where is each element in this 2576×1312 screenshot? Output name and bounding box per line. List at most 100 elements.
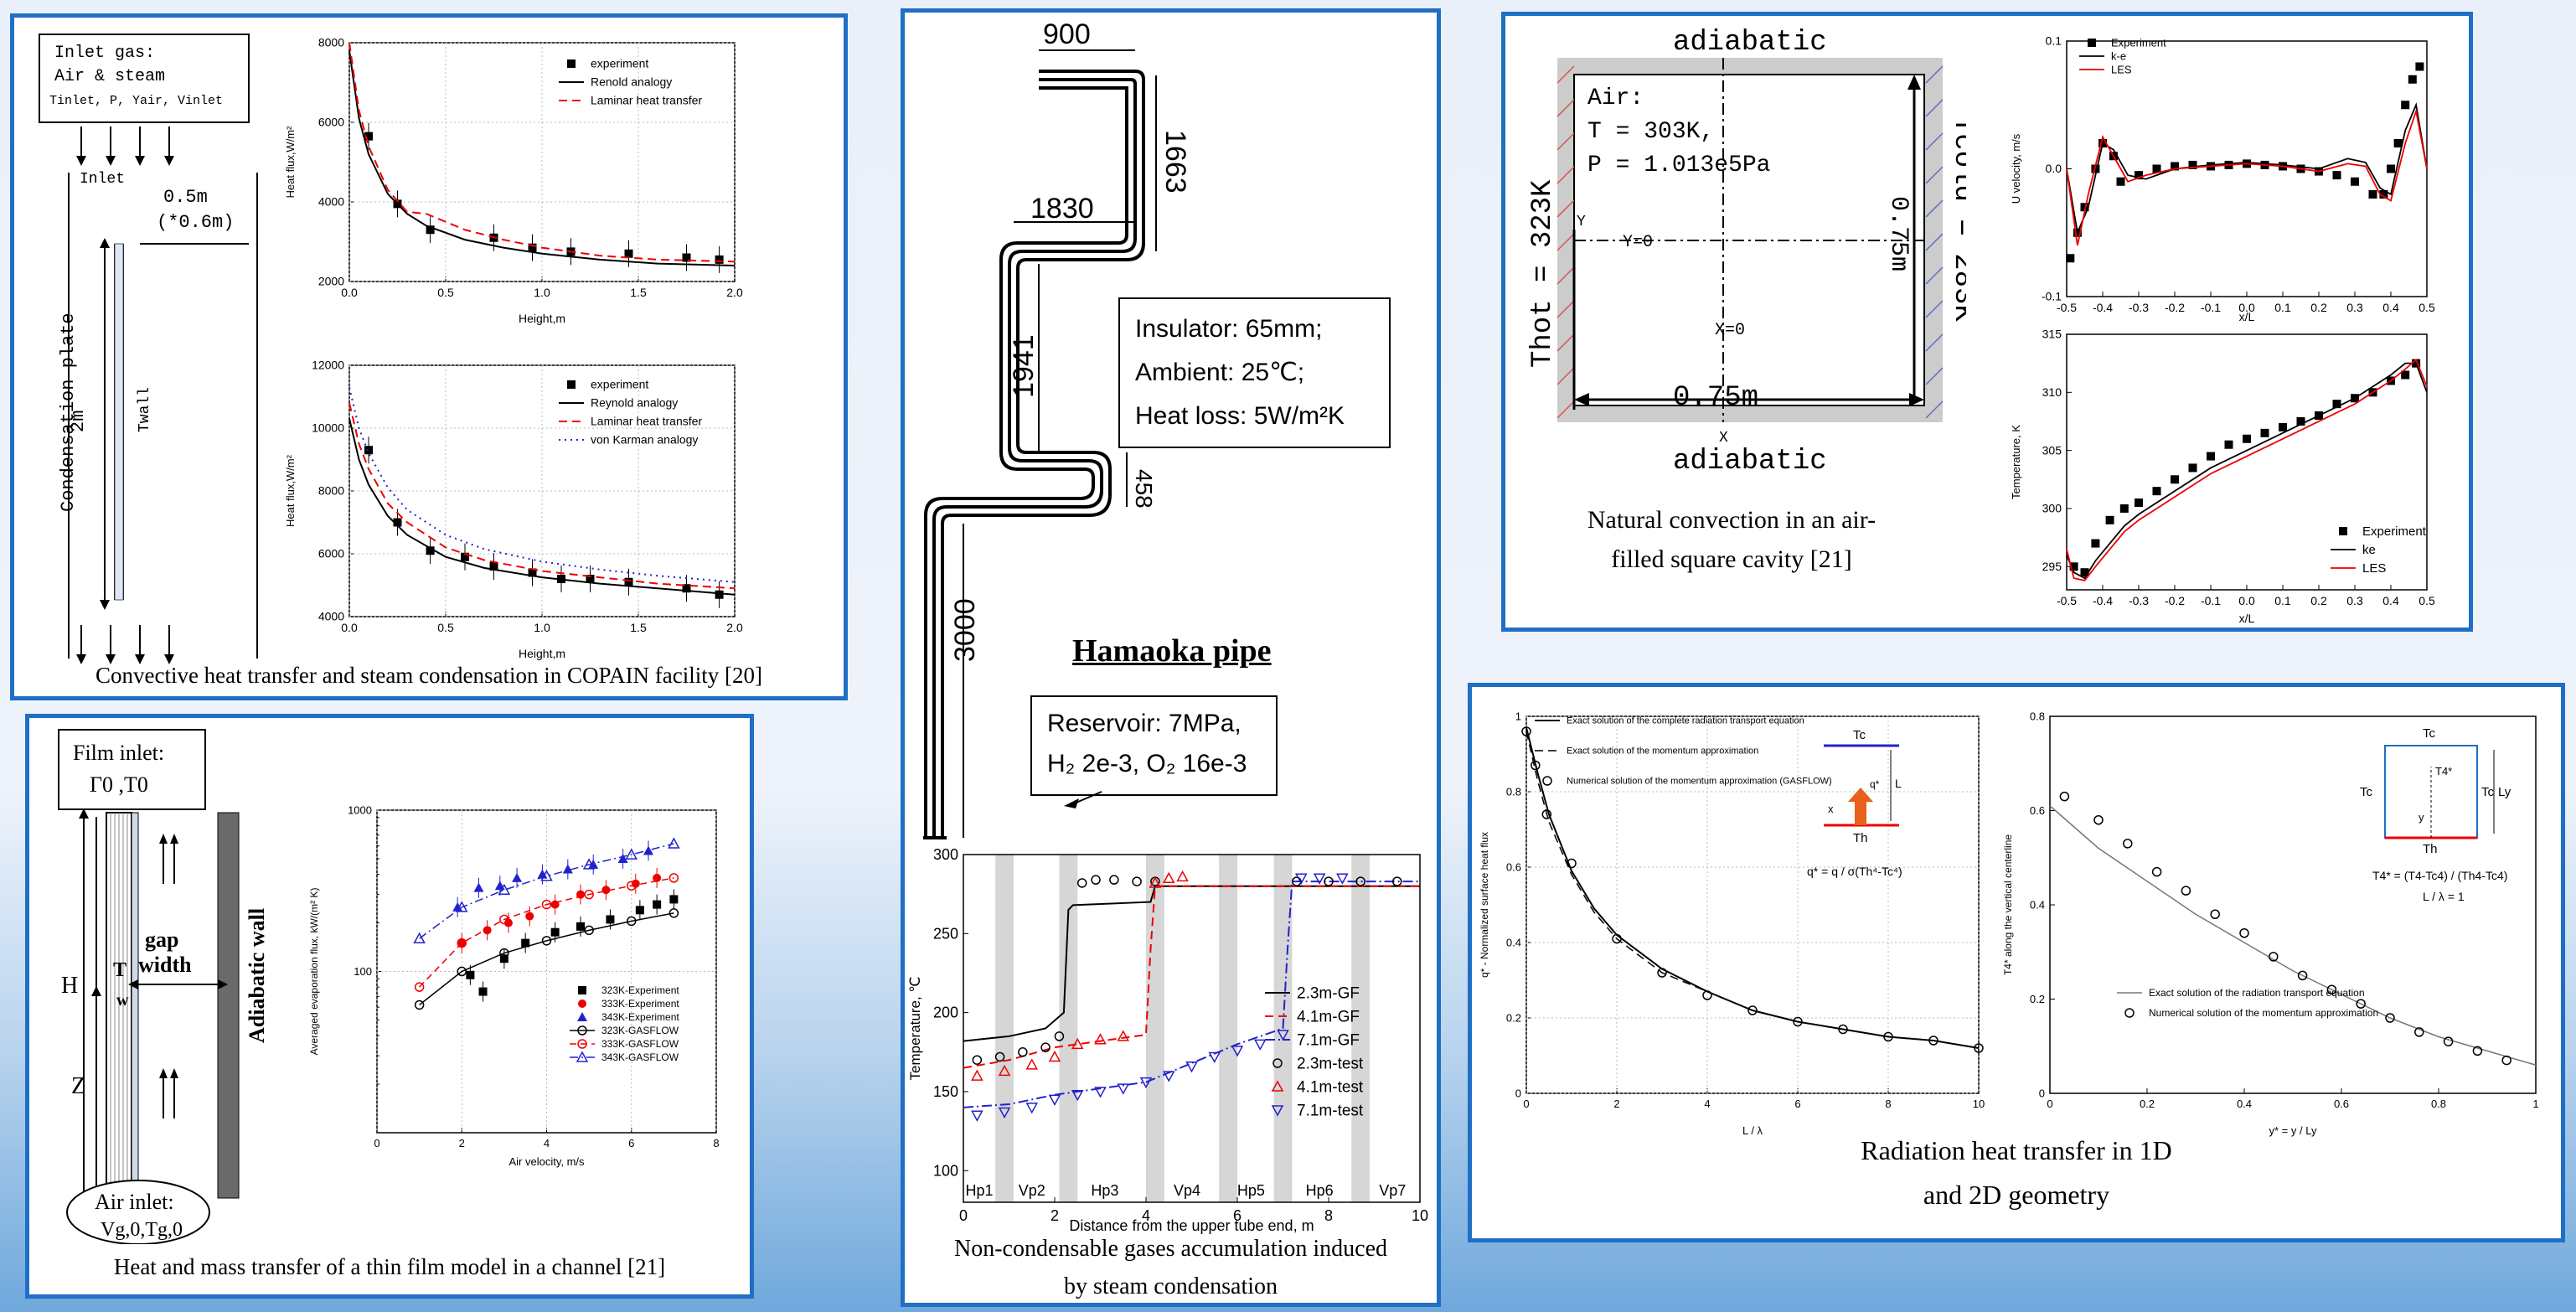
data-point bbox=[2279, 422, 2287, 431]
data-point bbox=[2356, 999, 2366, 1009]
data-point bbox=[2401, 370, 2410, 380]
zone-label: Vp4 bbox=[1174, 1182, 1200, 1199]
data-point bbox=[1139, 1077, 1153, 1089]
data-point bbox=[1162, 1071, 1175, 1082]
copain-top-chart: 0.0 0.5 1.0 1.5 2.0 2000 4000 6000 8000 Height,m H… bbox=[284, 36, 743, 325]
film-adiabatic-wall: Adiabatic wall bbox=[245, 908, 269, 1043]
plate-label: Condensation plate bbox=[58, 313, 79, 512]
x-tick-label: -0.1 bbox=[2201, 594, 2221, 607]
data-point bbox=[1071, 1089, 1084, 1102]
data-point bbox=[998, 1064, 1011, 1077]
cavity-bottom-length: 0.75m bbox=[1673, 382, 1758, 414]
data-point bbox=[2091, 539, 2100, 548]
series-5 bbox=[413, 837, 680, 943]
zone-label: Hp6 bbox=[1306, 1182, 1334, 1199]
data-point bbox=[1747, 1005, 1758, 1015]
series-2 bbox=[963, 881, 1420, 1108]
data-point bbox=[601, 886, 611, 895]
data-point bbox=[2408, 75, 2417, 84]
y-axis-label: Heat flux,W/m² bbox=[284, 454, 297, 527]
data-point bbox=[2243, 434, 2251, 443]
data-point bbox=[2501, 1055, 2511, 1066]
y-tick-label: 0.6 bbox=[2030, 804, 2045, 817]
data-point bbox=[499, 914, 509, 925]
legend-marker bbox=[578, 999, 586, 1008]
legend-label: 2.3m-test bbox=[1297, 1055, 1364, 1072]
film-inlet-vars: Γ0 ,T0 bbox=[90, 772, 148, 797]
data-point bbox=[2152, 487, 2161, 496]
series-0 bbox=[364, 122, 724, 273]
data-point bbox=[2181, 886, 2191, 896]
y-tick-label: 2000 bbox=[318, 275, 344, 288]
series-1 bbox=[2066, 362, 2428, 580]
data-point bbox=[1048, 1050, 1061, 1062]
series-line bbox=[2066, 362, 2428, 580]
data-point bbox=[540, 870, 553, 881]
data-point bbox=[2415, 62, 2424, 71]
data-point bbox=[1094, 1087, 1107, 1098]
x-tick-label: -0.3 bbox=[2129, 594, 2149, 607]
radiation-caption-2: and 2D geometry bbox=[1923, 1180, 2110, 1210]
inset-tc-right: Tc bbox=[2481, 785, 2495, 799]
data-point bbox=[1657, 968, 1667, 978]
data-point bbox=[1185, 1061, 1198, 1073]
x-axis-label: x/L bbox=[2239, 310, 2255, 323]
y-tick-label: 1 bbox=[1515, 710, 1521, 722]
film-Z: Z bbox=[71, 1073, 85, 1099]
x-tick-label: 6 bbox=[628, 1137, 634, 1149]
legend-label: Numerical solution of the momentum appro… bbox=[1567, 777, 1832, 787]
x-tick-label: 8 bbox=[1324, 1207, 1333, 1224]
y-tick-label: 1000 bbox=[348, 803, 372, 816]
series-5 bbox=[971, 873, 1349, 1122]
data-point bbox=[2239, 928, 2249, 938]
data-point bbox=[2326, 984, 2337, 994]
x-tick-label: 0.5 bbox=[437, 286, 454, 299]
data-point bbox=[998, 1107, 1011, 1119]
data-point bbox=[1091, 875, 1101, 885]
x-tick-label: 0.6 bbox=[2334, 1098, 2349, 1110]
copain-schematic: Inlet gas: Air & steam Tinlet, P, Yair, … bbox=[39, 34, 258, 664]
data-point bbox=[562, 864, 573, 874]
series-3 bbox=[414, 908, 679, 1010]
data-point bbox=[1313, 873, 1326, 885]
data-point bbox=[2297, 970, 2308, 981]
y-tick-label: 6000 bbox=[318, 116, 344, 129]
cavity-thot: Thot = 323K bbox=[1527, 179, 1559, 368]
data-point bbox=[2351, 177, 2359, 186]
inset-tc-left: Tc bbox=[2360, 785, 2373, 799]
series-line bbox=[348, 42, 736, 263]
heat-flux-arrow bbox=[1855, 800, 1866, 825]
data-point bbox=[1883, 1031, 1893, 1042]
width-label2: (*0.6m) bbox=[157, 212, 234, 233]
data-point bbox=[1176, 870, 1189, 882]
data-point bbox=[498, 883, 511, 896]
film-evap-chart: 0 2 4 6 8 100 1000 Air velocity, m/s Averaged ev… bbox=[308, 803, 720, 1168]
inset-th-label: Th bbox=[1853, 831, 1868, 845]
legend-label: k-e bbox=[2111, 49, 2126, 62]
film-width: width bbox=[138, 953, 192, 977]
legend-label: von Karman analogy bbox=[591, 433, 698, 447]
data-point bbox=[528, 243, 537, 252]
dim-3000: 3000 bbox=[949, 598, 981, 662]
data-point bbox=[668, 837, 680, 849]
data-point bbox=[2210, 909, 2220, 919]
data-point bbox=[1208, 1051, 1221, 1064]
y-axis-label: Averaged evaporation flux, kW/(m² K) bbox=[308, 888, 320, 1056]
y-tick-label: 100 bbox=[354, 965, 372, 978]
series-1 bbox=[2059, 791, 2511, 1066]
x-tick-label: 0.2 bbox=[2140, 1098, 2155, 1110]
data-point bbox=[1392, 876, 1402, 886]
legend-label: Experiment bbox=[2362, 524, 2427, 539]
x-tick-label: 2 bbox=[1613, 1098, 1619, 1110]
data-point bbox=[2091, 164, 2100, 173]
x-tick-label: 4 bbox=[544, 1137, 550, 1149]
data-point bbox=[669, 895, 679, 904]
data-point bbox=[364, 132, 373, 141]
series-line bbox=[2049, 805, 2537, 1066]
y-tick-label: 250 bbox=[933, 925, 958, 942]
legend-marker bbox=[567, 380, 576, 389]
data-point bbox=[426, 546, 435, 555]
data-point bbox=[682, 584, 691, 593]
x-tick-label: 0.1 bbox=[2274, 594, 2291, 607]
x-tick-label: -0.5 bbox=[2057, 594, 2077, 607]
